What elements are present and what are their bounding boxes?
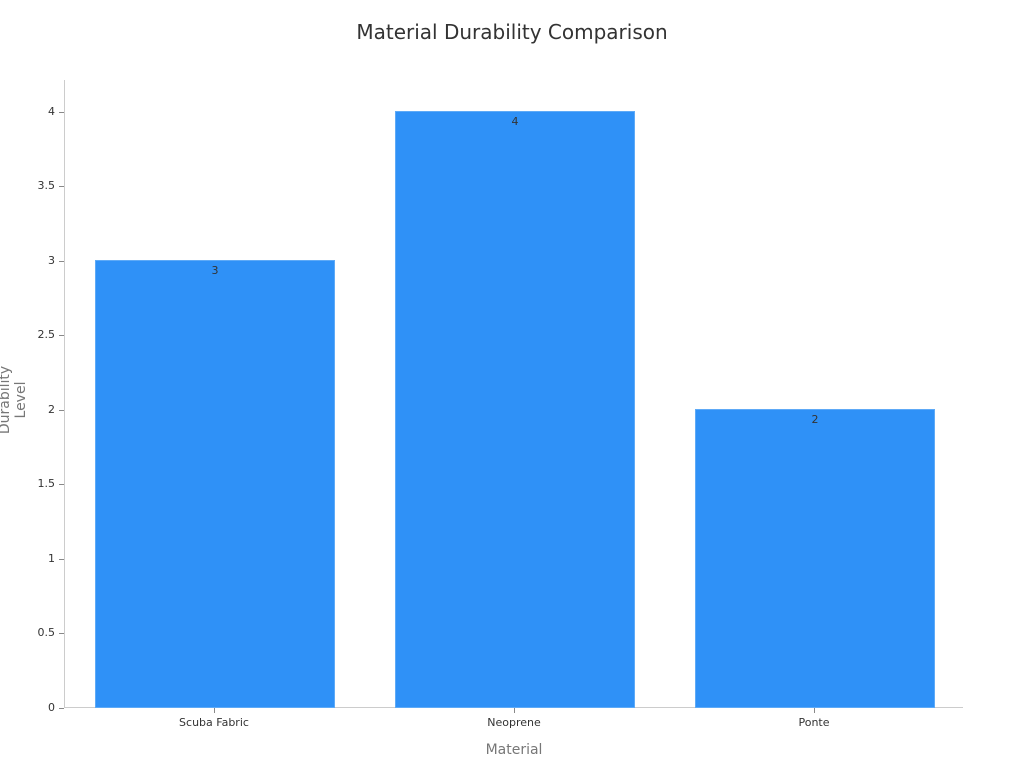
- y-tick-label: 2: [48, 403, 55, 416]
- x-tick: [514, 708, 515, 713]
- bar-neoprene: 4: [395, 111, 635, 708]
- y-tick: 3.5: [0, 179, 64, 200]
- y-tick: 1: [0, 552, 64, 573]
- x-axis-title: Material: [485, 742, 543, 758]
- bar-scuba-fabric: 3: [95, 260, 335, 708]
- y-tick-label: 0.5: [37, 626, 56, 639]
- y-tick: 2: [0, 403, 64, 424]
- bar-value-label: 3: [211, 264, 219, 277]
- bar-ponte: 2: [695, 409, 935, 708]
- y-tick-label: 4: [48, 105, 55, 118]
- y-tick: 0.5: [0, 626, 64, 647]
- x-tick-label: Scuba Fabric: [179, 716, 249, 729]
- x-tick-label: Ponte: [798, 716, 830, 729]
- y-tick: 4: [0, 105, 64, 126]
- y-tick-label: 3: [48, 254, 55, 267]
- x-tick: [214, 708, 215, 713]
- y-axis-line: [64, 80, 65, 708]
- x-tick: [814, 708, 815, 713]
- y-axis-title: Durability Level: [0, 365, 29, 435]
- chart-title: Material Durability Comparison: [356, 20, 668, 44]
- y-tick-label: 2.5: [37, 328, 56, 341]
- bar-value-label: 2: [811, 413, 819, 426]
- y-tick: 2.5: [0, 328, 64, 349]
- y-tick: 3: [0, 254, 64, 275]
- y-tick-label: 1: [48, 552, 55, 565]
- y-tick-label: 3.5: [37, 179, 56, 192]
- y-tick: 0: [0, 701, 64, 722]
- y-tick: 1.5: [0, 477, 64, 498]
- x-tick-label: Neoprene: [487, 716, 541, 729]
- y-tick-label: 1.5: [37, 477, 56, 490]
- y-tick-label: 0: [48, 701, 55, 714]
- bar-value-label: 4: [511, 115, 519, 128]
